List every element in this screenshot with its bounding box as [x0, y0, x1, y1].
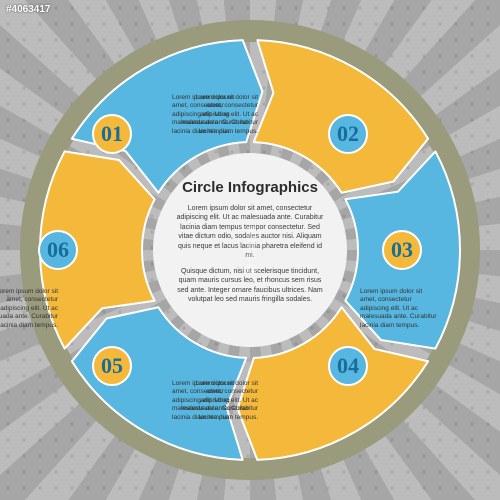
- segment-text-5: Lorem ipsum dolor sit amet, consectetur …: [172, 380, 252, 422]
- segment-badge-1: 01: [92, 114, 132, 154]
- corner-id: #4063417: [6, 4, 51, 15]
- segment-badge-6: 06: [38, 230, 78, 270]
- segment-badge-5: 05: [92, 346, 132, 386]
- segment-text-2: Lorem ipsum dolor sit amet, consectetur …: [178, 94, 258, 136]
- center-title: Circle Infographics: [182, 179, 318, 196]
- center-disc: ! Circle Infographics Lorem ipsum dolor …: [153, 153, 347, 347]
- segment-text-6: Lorem ipsum dolor sit amet, consectetur …: [0, 288, 58, 330]
- segment-text-3: Lorem ipsum dolor sit amet, consectetur …: [360, 288, 440, 330]
- segment-badge-3: 03: [382, 230, 422, 270]
- center-body: Lorem ipsum dolor sit amet, consectetur …: [175, 204, 325, 310]
- infographic-canvas: ! Circle Infographics Lorem ipsum dolor …: [0, 0, 500, 500]
- segment-badge-4: 04: [328, 346, 368, 386]
- segment-badge-2: 02: [328, 114, 368, 154]
